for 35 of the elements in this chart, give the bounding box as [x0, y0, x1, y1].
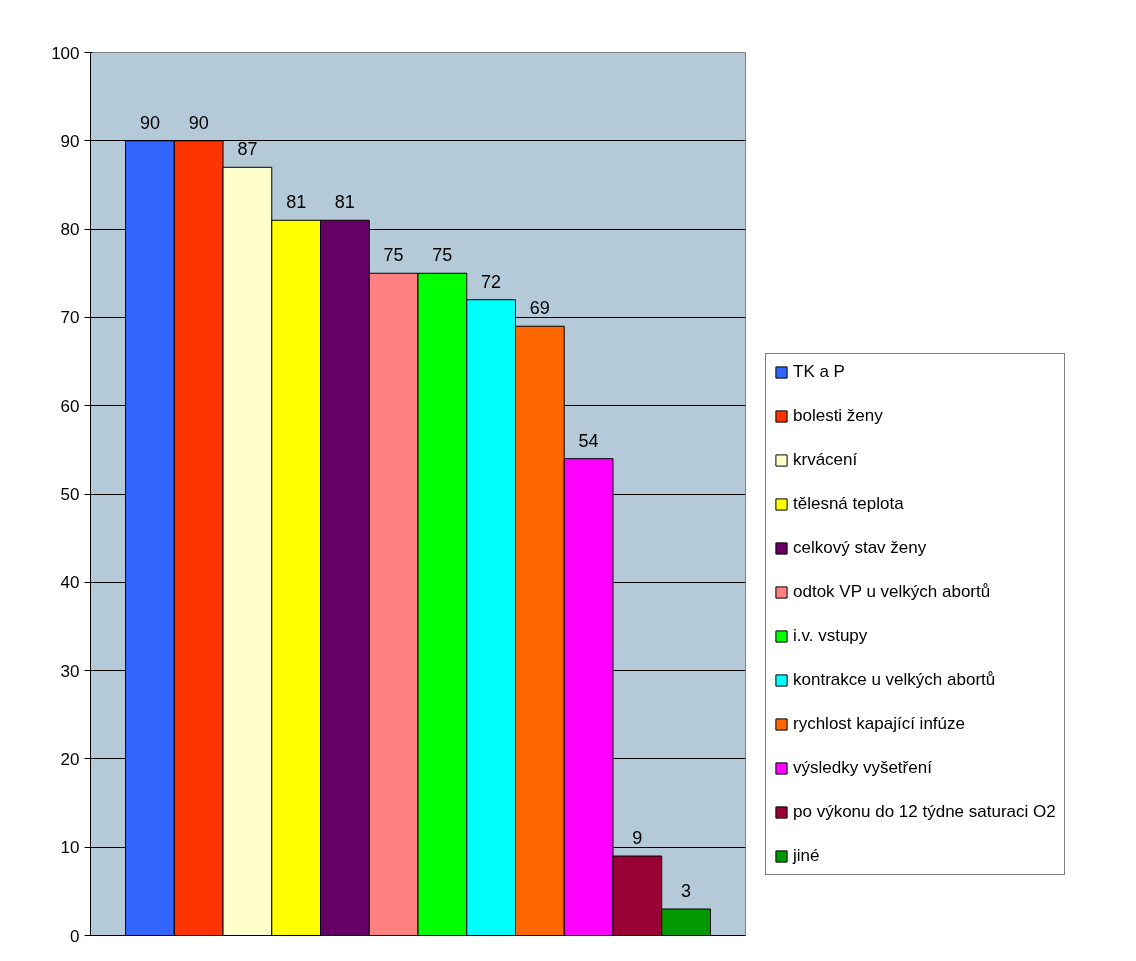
- y-tick-label: 70: [60, 308, 80, 328]
- legend-label: kontrakce u velkých abortů: [793, 670, 996, 690]
- y-tick-label: 0: [70, 926, 80, 946]
- legend-label: odtok VP u velkých abortů: [793, 582, 991, 602]
- legend-label: krvácení: [793, 450, 858, 470]
- legend-label: po výkonu do 12 týdne saturaci O2: [793, 802, 1056, 822]
- legend-label: výsledky vyšetření: [793, 758, 932, 778]
- y-tick-label: 40: [60, 573, 80, 593]
- legend-label: i.v. vstupy: [793, 626, 868, 646]
- data-label: 87: [237, 139, 258, 160]
- legend-label: TK a P: [793, 362, 845, 382]
- data-label: 75: [432, 245, 453, 266]
- y-tick-label: 50: [60, 485, 80, 504]
- y-tick-label: 10: [60, 838, 80, 858]
- data-label: 81: [286, 192, 307, 213]
- y-tick-label: 30: [60, 661, 80, 681]
- data-label: 72: [481, 271, 502, 292]
- legend-label: jiné: [793, 846, 820, 866]
- data-label: 9: [632, 828, 643, 849]
- data-label: 81: [334, 192, 355, 213]
- data-label: 75: [383, 245, 404, 266]
- legend-label: celkový stav ženy: [793, 538, 927, 558]
- data-label: 54: [578, 430, 599, 451]
- data-label: 90: [139, 112, 160, 133]
- data-label: 3: [681, 881, 692, 902]
- y-tick-label: 80: [60, 220, 80, 240]
- data-label: 69: [529, 298, 550, 319]
- y-tick-label: 90: [60, 131, 80, 151]
- legend-label: tělesná teplota: [793, 494, 904, 514]
- data-label: 90: [188, 112, 209, 133]
- y-tick-label: 20: [60, 749, 80, 769]
- y-tick-label: 100: [51, 43, 80, 63]
- y-tick-label: 60: [60, 396, 80, 416]
- legend-label: bolesti ženy: [793, 406, 883, 426]
- legend-label: rychlost kapající infúze: [793, 714, 965, 734]
